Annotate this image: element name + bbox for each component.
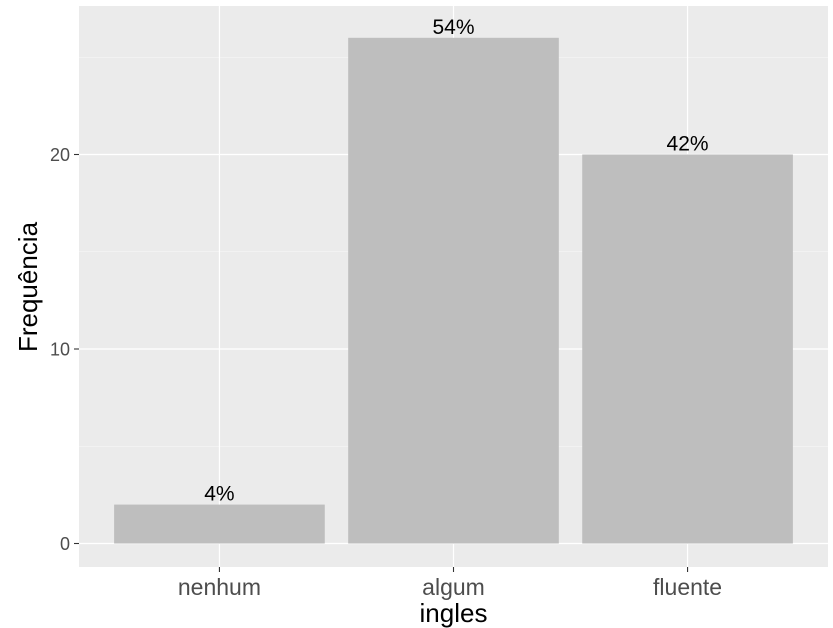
x-tick-label-fluente: fluente	[653, 574, 722, 600]
x-tick-label-nenhum: nenhum	[178, 574, 261, 600]
data-label-nenhum: 4%	[204, 483, 234, 506]
bars-group	[114, 37, 793, 544]
y-tick-label: 20	[50, 145, 70, 165]
y-tick-label: 10	[50, 340, 70, 360]
x-axis: nenhum algum fluente	[178, 567, 722, 600]
x-axis-title: ingles	[420, 598, 488, 628]
data-label-algum: 54%	[432, 16, 474, 39]
y-axis-title: Frequência	[13, 221, 43, 352]
data-label-fluente: 42%	[667, 133, 709, 156]
x-tick-label-algum: algum	[422, 574, 485, 600]
bar-algum	[348, 37, 559, 544]
bar-fluente	[582, 154, 793, 544]
data-labels-group: 4% 54% 42%	[204, 16, 708, 506]
bar-nenhum	[114, 504, 325, 544]
y-tick-label: 0	[60, 534, 70, 554]
y-axis: 0 10 20	[50, 145, 79, 554]
